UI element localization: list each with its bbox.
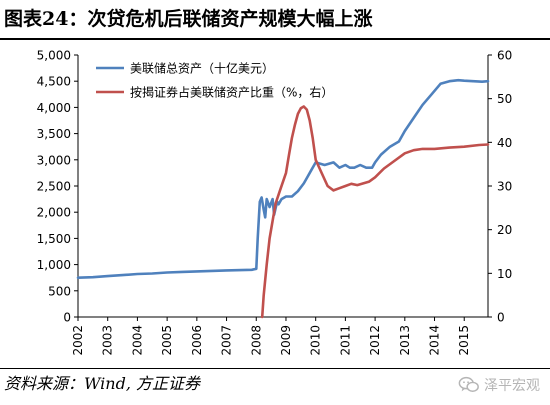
- left-tick-label: 4,500: [37, 75, 71, 89]
- footer-divider: [0, 368, 550, 369]
- x-tick-label: 2004: [130, 325, 144, 356]
- left-tick-label: 5,000: [37, 49, 71, 63]
- left-tick-label: 1,000: [37, 258, 71, 272]
- watermark: 泽平宏观: [458, 372, 540, 398]
- x-tick-label: 2009: [279, 325, 293, 356]
- left-tick-label: 3,000: [37, 153, 71, 167]
- right-tick-label: 30: [497, 180, 512, 194]
- chart-title: 图表24：次贷危机后联储资产规模大幅上涨: [4, 8, 373, 30]
- x-tick-label: 2005: [160, 325, 174, 356]
- right-tick-label: 10: [497, 267, 512, 281]
- x-tick-label: 2015: [457, 325, 471, 356]
- title-divider: [0, 38, 550, 40]
- legend: 美联储总资产（十亿美元） 按揭证券占美联储资产比重（%，右）: [96, 61, 333, 100]
- right-tick-label: 40: [497, 136, 512, 150]
- legend-label: 按揭证券占美联储资产比重（%，右）: [130, 85, 333, 100]
- series-line-mbs-share: [260, 105, 490, 319]
- right-tick-label: 50: [497, 92, 512, 106]
- right-y-axis: 0 10 20 30 40 50 60: [488, 49, 512, 325]
- x-tick-label: 2013: [398, 325, 412, 356]
- legend-label: 美联储总资产（十亿美元）: [130, 61, 274, 76]
- x-tick-label: 2003: [101, 325, 115, 356]
- x-axis: 2002 2003 2004 2005 2006 2007 2008 2009 2010 2011…: [71, 317, 471, 356]
- left-tick-label: 0: [63, 311, 71, 325]
- left-tick-label: 1,500: [37, 232, 71, 246]
- x-tick-label: 2002: [71, 325, 85, 356]
- series-layer: [76, 78, 490, 319]
- wechat-icon: [458, 376, 479, 392]
- right-tick-label: 20: [497, 223, 512, 237]
- series-line-total-assets: [76, 78, 490, 279]
- left-y-axis: 0 500 1,000 1,500 2,000 2,500 3,000 3,500 4,000 4…: [37, 49, 78, 325]
- left-tick-label: 500: [48, 284, 71, 298]
- x-tick-label: 2006: [190, 325, 204, 356]
- x-tick-label: 2012: [368, 325, 382, 356]
- x-tick-label: 2014: [428, 325, 442, 356]
- right-tick-label: 0: [497, 311, 505, 325]
- left-tick-label: 2,000: [37, 206, 71, 220]
- right-tick-label: 60: [497, 49, 512, 63]
- x-tick-label: 2007: [220, 325, 234, 356]
- x-tick-label: 2011: [338, 325, 352, 356]
- watermark-text: 泽平宏观: [484, 378, 540, 394]
- left-tick-label: 3,500: [37, 127, 71, 141]
- x-tick-label: 2008: [249, 325, 263, 356]
- x-tick-label: 2010: [309, 325, 323, 356]
- left-tick-label: 2,500: [37, 180, 71, 194]
- chart-area: 05001,0001,5002,0002,5003,0003,5004,0004…: [37, 49, 513, 356]
- source-note: 资料来源：Wind, 方正证券: [4, 374, 201, 393]
- left-tick-label: 4,000: [37, 101, 71, 115]
